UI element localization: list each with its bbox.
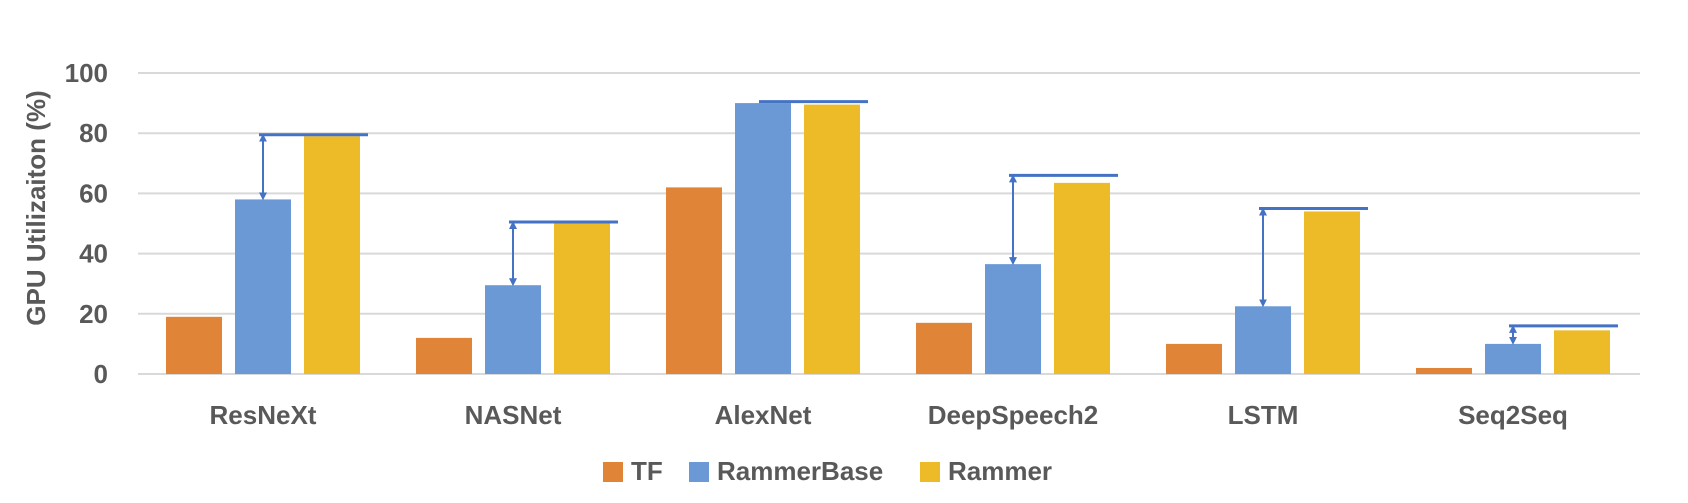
bar-rammerbase bbox=[985, 264, 1041, 374]
legend-swatch-rammer bbox=[920, 462, 940, 482]
legend-label: Rammer bbox=[948, 456, 1052, 486]
bar-tf bbox=[416, 337, 472, 374]
annotations bbox=[259, 100, 1618, 345]
bars bbox=[166, 103, 1610, 374]
category-label: LSTM bbox=[1228, 400, 1299, 430]
y-tick-label: 60 bbox=[79, 178, 108, 208]
category-label: DeepSpeech2 bbox=[928, 400, 1099, 430]
legend: TF RammerBase Rammer bbox=[603, 456, 1052, 486]
bar-tf bbox=[1166, 343, 1222, 374]
bar-rammerbase bbox=[735, 103, 791, 374]
bar-rammer bbox=[554, 223, 610, 374]
y-axis-label: GPU Utilizaiton (%) bbox=[21, 90, 51, 325]
y-tick-label: 40 bbox=[79, 239, 108, 269]
legend-label: TF bbox=[631, 456, 663, 486]
category-labels: ResNeXt NASNet AlexNet DeepSpeech2 LSTM Seq2S… bbox=[210, 400, 1568, 430]
bar-tf bbox=[1416, 367, 1472, 374]
category-label: Seq2Seq bbox=[1458, 400, 1568, 430]
category-label: AlexNet bbox=[715, 400, 812, 430]
legend-swatch-tf bbox=[603, 462, 623, 482]
bar-rammerbase bbox=[1485, 343, 1541, 374]
legend-label: RammerBase bbox=[717, 456, 883, 486]
y-tick-label: 100 bbox=[65, 58, 108, 88]
y-tick-label: 0 bbox=[94, 359, 108, 389]
bar-rammerbase bbox=[235, 199, 291, 374]
bar-rammerbase bbox=[1235, 306, 1291, 374]
y-tick-labels: 0 20 40 60 80 100 bbox=[65, 58, 108, 389]
bar-tf bbox=[166, 316, 222, 374]
bar-tf bbox=[916, 322, 972, 374]
y-tick-label: 20 bbox=[79, 299, 108, 329]
bar-rammer bbox=[804, 104, 860, 374]
bar-rammer bbox=[1304, 211, 1360, 374]
category-label: ResNeXt bbox=[210, 400, 317, 430]
bar-tf bbox=[666, 187, 722, 374]
bar-rammer bbox=[1054, 182, 1110, 374]
gridlines bbox=[138, 72, 1640, 375]
y-tick-label: 80 bbox=[79, 118, 108, 148]
bar-rammer bbox=[1554, 330, 1610, 374]
category-label: NASNet bbox=[465, 400, 562, 430]
bar-rammerbase bbox=[485, 285, 541, 374]
legend-swatch-rammerbase bbox=[689, 462, 709, 482]
bar-rammer bbox=[304, 136, 360, 374]
